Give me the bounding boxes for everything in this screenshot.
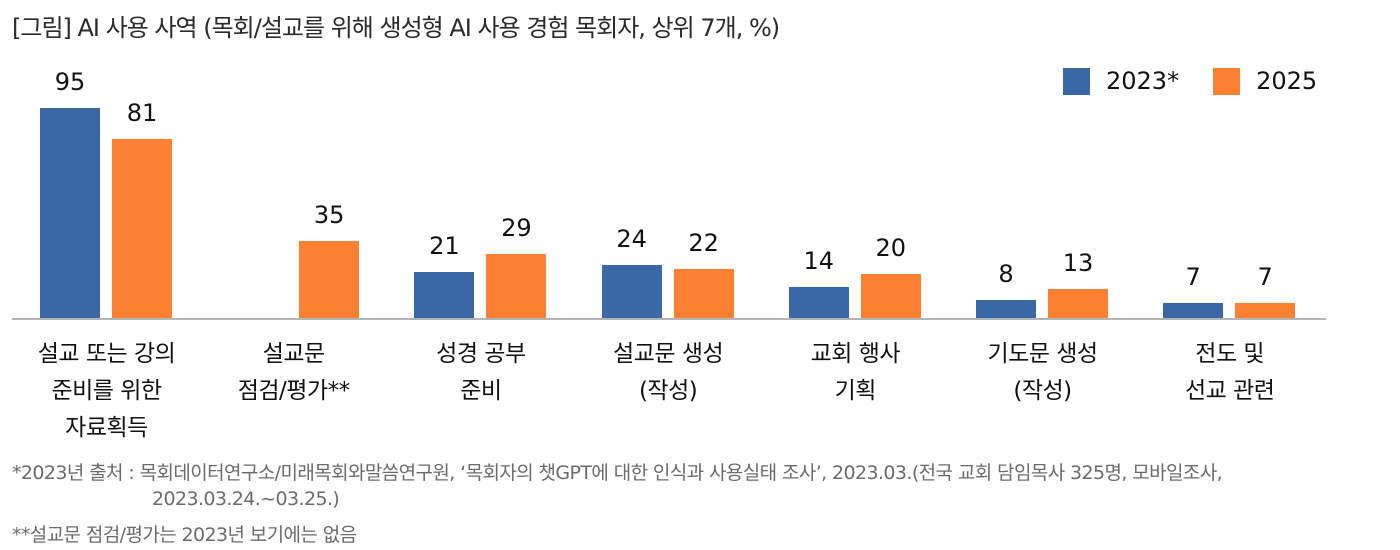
- bar-church-event-2023: [788, 287, 849, 318]
- value-label-mission-2023: 7: [1185, 263, 1201, 291]
- bar-sermon-review-2025: [299, 241, 360, 318]
- value-label-sermon-review-2025: 35: [313, 201, 345, 229]
- category-label-sermon-review: 설교문 점검/평가**: [237, 341, 350, 404]
- value-label-sermon-writing-2025: 22: [688, 229, 719, 257]
- value-label-prayer-writing-2025: 13: [1062, 249, 1094, 277]
- bar-prayer-writing-2025: [1048, 289, 1108, 318]
- value-label-research-2023: 95: [54, 68, 86, 96]
- legend-label-2023: 2023*: [1106, 67, 1180, 95]
- category-label-sermon-writing: 설교문 생성 (작성): [613, 341, 724, 404]
- legend-label-2025: 2025: [1256, 67, 1318, 95]
- category-label-mission: 전도 및 선교 관련: [1184, 341, 1275, 404]
- value-label-sermon-writing-2023: 24: [616, 225, 647, 253]
- legend: 2023* 2025: [1063, 67, 1351, 95]
- legend-item-2023: 2023*: [1063, 67, 1179, 95]
- value-label-bible-study-2025: 29: [501, 214, 532, 242]
- bar-bible-study-2023: [414, 272, 475, 318]
- bar-sermon-writing-2023: [601, 265, 662, 318]
- bar-mission-2023: [1163, 303, 1224, 318]
- legend-item-2025: 2025: [1213, 67, 1317, 95]
- x-axis-line: [12, 318, 1326, 320]
- bar-research-2025: [112, 139, 172, 318]
- category-label-research: 설교 또는 강의 준비를 위한 자료획득: [37, 341, 176, 441]
- bar-church-event-2025: [860, 274, 921, 318]
- bar-mission-2025: [1235, 303, 1296, 318]
- legend-swatch-2025: [1213, 67, 1241, 95]
- bar-research-2023: [40, 108, 100, 318]
- value-label-church-event-2023: 14: [803, 247, 835, 275]
- category-label-church-event: 교회 행사 기획: [810, 341, 901, 404]
- value-label-church-event-2025: 20: [875, 234, 907, 262]
- bar-prayer-writing-2023: [976, 300, 1036, 318]
- value-label-mission-2025: 7: [1257, 263, 1273, 291]
- value-label-research-2025: 81: [126, 99, 158, 127]
- plot-area: 95 81 35 21 29 24 22 14 20 8 13 7 7: [12, 68, 1326, 320]
- footnote-source-line2: 2023.03.24.~03.25.): [152, 488, 340, 510]
- chart-title: [그림] AI 사용 사역 (목회/설교를 위해 생성형 AI 사용 경험 목회…: [12, 14, 780, 42]
- value-label-bible-study-2023: 21: [429, 232, 460, 260]
- category-label-prayer-writing: 기도문 생성 (작성): [987, 341, 1098, 404]
- footnote-2023-missing: **설교문 점검/평가는 2023년 보기에는 없음: [12, 524, 357, 546]
- category-label-bible-study: 성경 공부 준비: [436, 341, 526, 404]
- bar-bible-study-2025: [486, 254, 547, 318]
- footnote-source-line1: *2023년 출처 : 목회데이터연구소/미래목회와말씀연구원, ‘목회자의 챗…: [12, 462, 1223, 484]
- bar-sermon-writing-2025: [673, 269, 734, 318]
- value-label-prayer-writing-2023: 8: [998, 260, 1014, 288]
- legend-swatch-2023: [1063, 67, 1090, 95]
